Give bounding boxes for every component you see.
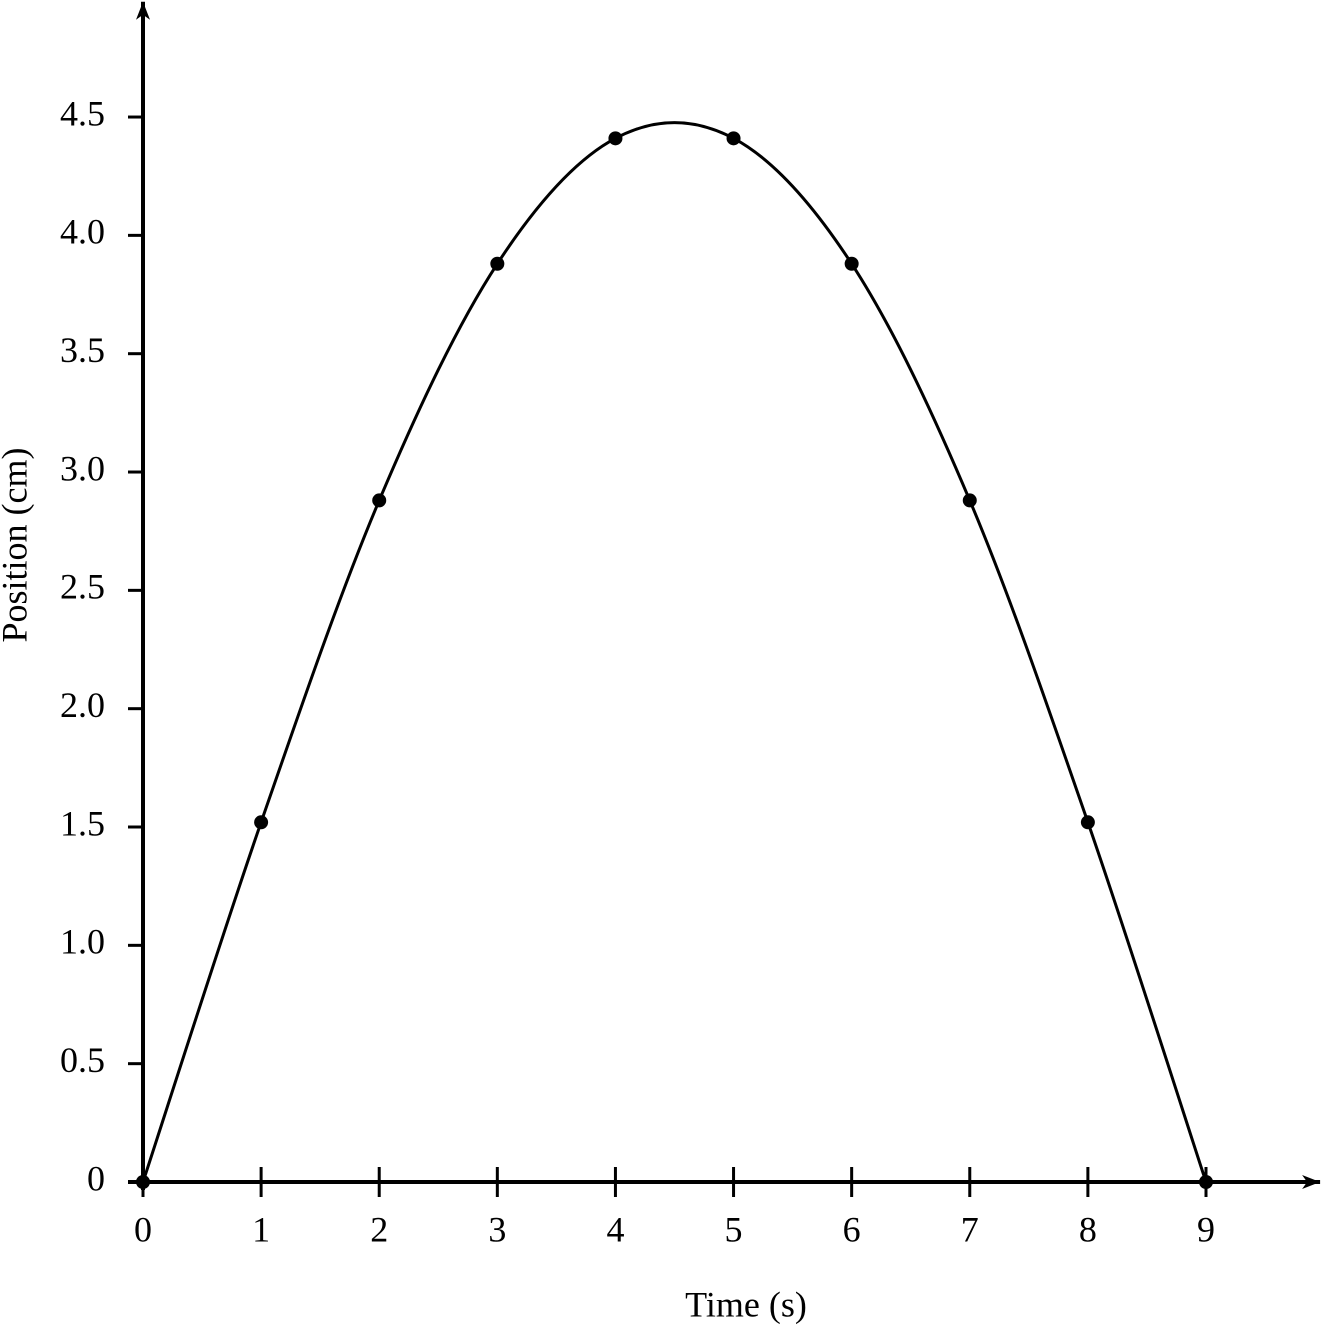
x-axis-label: Time (s) (685, 1284, 807, 1324)
x-tick-label: 7 (961, 1209, 979, 1249)
data-point (254, 815, 269, 830)
x-tick-label: 3 (488, 1209, 506, 1249)
y-tick-label: 2.5 (60, 567, 105, 607)
data-point (1198, 1175, 1213, 1189)
x-tick-label: 9 (1197, 1209, 1215, 1249)
x-tick-label: 0 (134, 1209, 152, 1249)
data-point (372, 493, 387, 508)
data-point (726, 131, 741, 146)
y-tick-label: 0.5 (60, 1040, 105, 1080)
x-axis-arrow (1302, 1175, 1321, 1189)
y-tick-label: 0 (87, 1158, 105, 1198)
y-tick-label: 4.5 (60, 93, 105, 133)
y-tick-label: 1.0 (60, 922, 105, 962)
data-point (490, 256, 505, 271)
data-point (1080, 815, 1095, 830)
y-tick-label: 3.0 (60, 448, 105, 488)
data-point (136, 1175, 150, 1189)
x-tick-label: 6 (843, 1209, 861, 1249)
y-axis-label: Position (cm) (0, 448, 34, 643)
data-point (962, 493, 977, 508)
data-point (608, 131, 623, 146)
y-tick-label: 1.5 (60, 803, 105, 843)
x-tick-label: 1 (252, 1209, 270, 1249)
y-tick-label: 2.0 (60, 685, 105, 725)
x-tick-label: 8 (1079, 1209, 1097, 1249)
x-tick-label: 4 (606, 1209, 624, 1249)
line (141, 121, 1208, 1183)
data-point (844, 256, 859, 271)
y-tick-label: 3.5 (60, 330, 105, 370)
y-tick-label: 4.0 (60, 212, 105, 252)
y-axis-arrow (136, 1, 150, 20)
x-tick-label: 5 (725, 1209, 743, 1249)
x-tick-label: 2 (370, 1209, 388, 1249)
